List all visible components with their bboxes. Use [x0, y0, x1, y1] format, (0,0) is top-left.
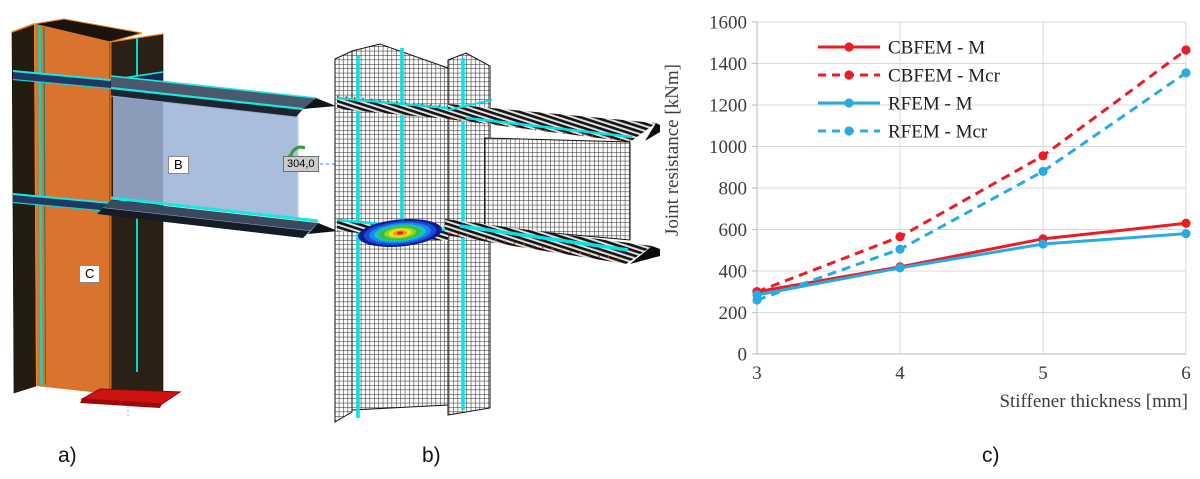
fem-mesh-panel — [330, 20, 660, 460]
cad-model-panel: B C 304,0 — [0, 0, 340, 440]
cad-model-drawing — [11, 18, 338, 416]
y-tick-label: 1400 — [709, 54, 747, 75]
caption-c: c) — [982, 444, 1000, 467]
data-marker — [1181, 45, 1191, 55]
fem-mesh-drawing — [334, 43, 660, 423]
y-axis-title: Joint resistance [kNm] — [662, 64, 683, 236]
legend-label-rfem-mcr: RFEM - Mcr — [888, 122, 988, 143]
y-tick-label: 400 — [719, 262, 748, 283]
series-line-rfem-m — [756, 232, 1187, 297]
fem-beam-bottom-flange — [445, 219, 660, 264]
chart-panel: 0 200 400 600 800 1000 1200 1400 1600 3 4 5 6 Joint r… — [660, 0, 1200, 430]
x-tick-label: 3 — [752, 363, 762, 384]
beam-label: B — [168, 156, 189, 175]
buckling-contour — [358, 219, 442, 247]
legend-marker — [844, 126, 854, 136]
base-plate-3d — [80, 388, 182, 416]
caption-b: b) — [422, 444, 441, 467]
legend-marker — [844, 42, 854, 52]
legend-label-cbfem-m: CBFEM - M — [888, 38, 985, 59]
data-marker — [1038, 166, 1048, 176]
data-marker — [1038, 151, 1048, 161]
x-tick-label: 6 — [1181, 363, 1191, 384]
y-tick-label: 1600 — [709, 13, 747, 34]
column-label: C — [79, 265, 101, 284]
data-marker — [895, 263, 905, 273]
beam-bottom-flange — [97, 196, 338, 238]
joint-resistance-chart: 0 200 400 600 800 1000 1200 1400 1600 3 4 5 6 Joint r… — [662, 13, 1191, 413]
caption-a: a) — [58, 444, 77, 467]
fem-beam-top-flange — [447, 99, 660, 142]
y-tick-label: 1000 — [709, 137, 747, 158]
series-line-cbfem-m — [756, 221, 1187, 294]
y-tick-label: 1200 — [709, 96, 747, 117]
x-tick-label: 5 — [1038, 363, 1048, 384]
legend-label-rfem-m: RFEM - M — [888, 94, 973, 115]
beam-3d — [97, 75, 338, 238]
legend-marker — [844, 98, 854, 108]
y-tick-label: 800 — [719, 179, 748, 200]
data-marker — [752, 295, 762, 305]
y-tick-label: 600 — [719, 220, 748, 241]
data-marker — [1181, 229, 1191, 239]
y-tick-label: 200 — [719, 303, 748, 324]
beam-top-flange — [110, 75, 336, 118]
legend-label-cbfem-mcr: CBFEM - Mcr — [888, 66, 1001, 87]
dimension-label: 304,0 — [283, 156, 319, 173]
data-marker — [1181, 218, 1191, 228]
data-marker — [895, 244, 905, 254]
data-marker — [1038, 239, 1048, 249]
y-tick-label: 0 — [738, 345, 748, 366]
fem-beam-mesh — [445, 99, 660, 264]
series-line-rfem-mcr — [756, 71, 1187, 302]
x-tick-label: 4 — [895, 363, 905, 384]
legend-marker — [844, 70, 854, 80]
x-axis-title: Stiffener thickness [mm] — [999, 391, 1188, 412]
series-line-cbfem-mcr — [756, 48, 1187, 294]
data-marker — [895, 232, 905, 242]
data-marker — [1181, 68, 1191, 78]
